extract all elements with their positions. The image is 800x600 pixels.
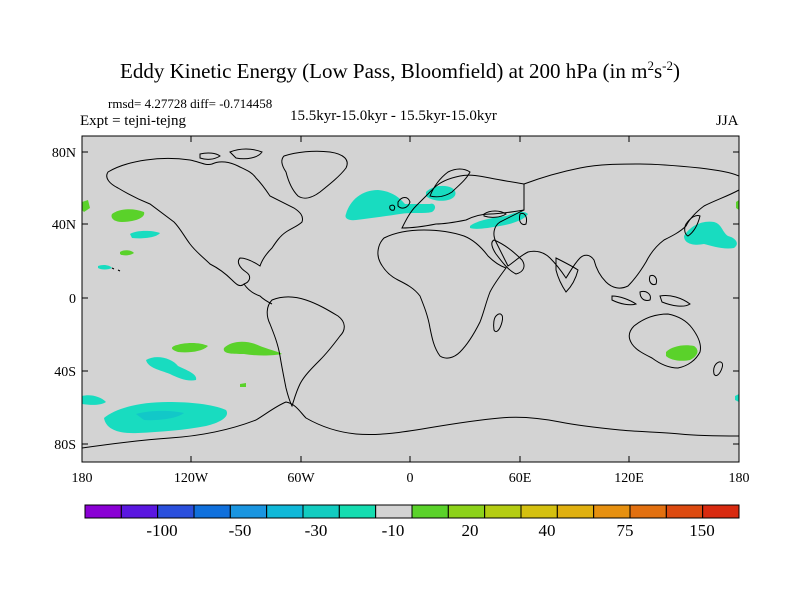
anomaly-south-america-west-green	[223, 341, 282, 356]
coast-caspian-sea	[519, 213, 527, 225]
colorbar-label: 75	[617, 521, 634, 540]
anomaly-dateline-south	[82, 395, 106, 405]
lon-ticks	[81, 136, 740, 462]
anomaly-north-pacific-green	[111, 209, 145, 222]
lat-label: 80S	[54, 438, 76, 453]
colorbar-box	[120, 504, 159, 519]
colorbar-box	[556, 504, 595, 519]
colorbar-label: 40	[539, 521, 556, 540]
lat-label: 40N	[52, 218, 76, 233]
anomaly-dateline-green-west	[82, 200, 90, 212]
coast-africa	[377, 229, 507, 359]
lon-label: 180	[72, 471, 93, 486]
stats-line: rmsd= 4.27728 diff= -0.714458	[108, 96, 273, 111]
anomaly-shading	[82, 185, 739, 434]
coast-north-america	[106, 158, 303, 287]
coast-antarctica	[82, 401, 739, 449]
coast-europe	[401, 174, 525, 229]
anomaly-south-pacific-green	[171, 343, 208, 353]
anomaly-ne-pacific-small	[130, 230, 160, 239]
lon-labels: 180 120W 60W 0 60E 120E 180	[72, 471, 750, 486]
colorbar-box	[229, 504, 268, 519]
coastlines	[82, 148, 739, 449]
colorbar-label: 20	[462, 521, 479, 540]
coast-arabia	[491, 239, 525, 275]
plot-title: Eddy Kinetic Energy (Low Pass, Bloomfiel…	[0, 58, 800, 84]
anomaly-mediterranean-caspian	[470, 211, 528, 229]
lon-label: 60W	[287, 471, 315, 486]
coast-hawaii	[111, 267, 121, 272]
colorbar-box	[84, 504, 122, 519]
lat-label: 40S	[54, 365, 76, 380]
anomaly-north-atlantic-band	[345, 190, 436, 221]
season-label: JJA	[716, 113, 739, 129]
colorbar-box	[302, 504, 340, 519]
coast-se-asia-islands	[611, 275, 691, 307]
colorbar-box	[629, 504, 667, 519]
colorbar-box	[375, 504, 413, 519]
coast-arctic-islands	[199, 148, 263, 160]
anomaly-dateline-green-east	[736, 200, 739, 210]
title-close: )	[672, 59, 680, 83]
colorbar	[84, 504, 740, 519]
coast-asia	[493, 163, 739, 289]
colorbar-box	[702, 504, 740, 519]
colorbar-label: -50	[229, 521, 252, 540]
lat-label: 80N	[52, 146, 76, 161]
coast-india	[555, 257, 579, 293]
anomaly-south-pacific-patch	[146, 357, 197, 381]
colorbar-box	[157, 504, 195, 519]
lat-labels: 80N 40N 0 40S 80S	[52, 146, 76, 453]
coast-new-zealand	[713, 361, 723, 377]
colorbar-label: -100	[146, 521, 177, 540]
colorbar-box	[665, 504, 704, 519]
colorbar-box	[193, 504, 231, 519]
coast-black-sea	[483, 210, 507, 218]
colorbar-label: -10	[382, 521, 405, 540]
anomaly-dateline-small	[98, 264, 112, 270]
colorbar-box	[520, 504, 558, 519]
colorbar-box	[338, 504, 377, 519]
experiment-label: Expt = tejni-tejng	[80, 113, 186, 129]
colorbar-label: -30	[305, 521, 328, 540]
colorbar-labels: -100 -50 -30 -10 20 40 75 150	[146, 521, 714, 540]
lon-label: 120W	[174, 471, 209, 486]
colorbar-box	[484, 504, 522, 519]
lon-label: 120E	[614, 471, 644, 486]
coast-british-isles	[389, 197, 411, 211]
anomaly-southern-pacific-core	[136, 410, 184, 421]
coast-scandinavia	[429, 168, 471, 198]
anomaly-australia-green	[666, 345, 698, 361]
title-unit-s: s	[653, 59, 663, 83]
coast-australia	[628, 313, 701, 369]
anomaly-east-edge	[735, 394, 739, 402]
title-exponent-2: -2	[662, 58, 673, 73]
lat-ticks	[82, 151, 739, 445]
colorbar-box	[266, 504, 304, 519]
colorbar-label: 150	[689, 521, 715, 540]
lat-label: 0	[69, 292, 76, 307]
lon-label: 60E	[509, 471, 532, 486]
title-exponent-1: 2	[647, 58, 654, 73]
colorbar-box	[411, 504, 449, 519]
coast-madagascar	[493, 313, 503, 333]
period-label: 15.5kyr-15.0kyr - 15.5kyr-15.0kyr	[290, 108, 497, 124]
anomaly-south-atlantic-green	[240, 383, 246, 387]
lon-label: 0	[407, 471, 414, 486]
coast-japan	[684, 215, 701, 237]
coast-south-america	[266, 296, 345, 408]
coast-greenland	[281, 150, 348, 199]
title-main: Eddy Kinetic Energy (Low Pass, Bloomfiel…	[120, 59, 648, 83]
anomaly-hawaii-green	[120, 250, 134, 256]
coast-central-america	[243, 283, 273, 305]
colorbar-box	[447, 504, 486, 519]
colorbar-box	[593, 504, 631, 519]
lon-label: 180	[729, 471, 750, 486]
anomaly-nw-pacific	[684, 221, 737, 249]
